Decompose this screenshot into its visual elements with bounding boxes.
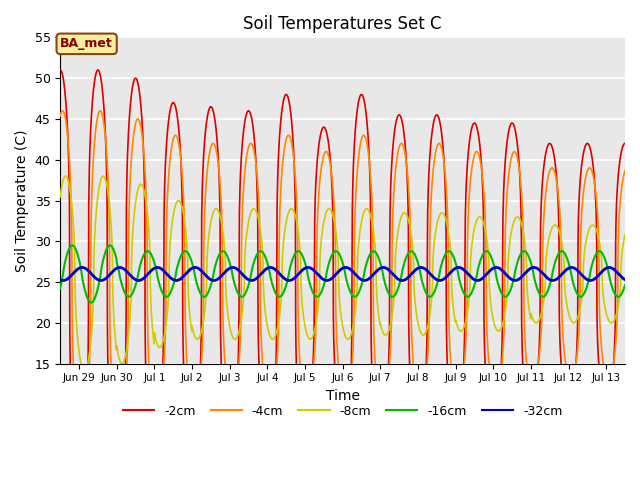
Line: -32cm: -32cm [42,267,625,280]
-4cm [322,149,330,155]
-16cm [621,282,629,288]
-32cm [322,277,330,283]
Line: -8cm: -8cm [42,176,625,372]
-2cm [67,400,75,406]
-2cm [322,126,330,132]
Text: BA_met: BA_met [60,37,113,50]
-32cm [621,277,629,283]
-8cm [322,211,330,216]
-16cm [605,270,612,276]
-2cm [621,141,629,146]
-2cm [94,67,102,73]
-8cm [62,173,70,179]
-4cm [40,434,47,440]
-32cm [60,277,67,283]
Y-axis label: Soil Temperature (C): Soil Temperature (C) [15,129,29,272]
-32cm [38,265,45,271]
-8cm [605,317,612,323]
-4cm [605,377,612,383]
-32cm [605,264,612,270]
-32cm [68,272,76,278]
-8cm [498,324,506,330]
-4cm [68,215,76,220]
-32cm [306,265,314,271]
X-axis label: Time: Time [326,389,360,403]
Line: -16cm: -16cm [42,245,625,302]
-4cm [605,377,612,383]
Line: -2cm: -2cm [42,70,625,478]
-8cm [307,336,314,342]
Legend: -2cm, -4cm, -8cm, -16cm, -32cm: -2cm, -4cm, -8cm, -16cm, -32cm [118,400,568,423]
-4cm [307,387,314,393]
-16cm [68,242,76,248]
-16cm [67,243,75,249]
-16cm [87,300,95,305]
-4cm [621,168,629,174]
-32cm [498,267,506,273]
-8cm [621,232,629,238]
-32cm [417,264,425,270]
-8cm [38,349,45,355]
-16cm [38,257,45,263]
-4cm [96,108,104,114]
-16cm [322,275,330,280]
Title: Soil Temperatures Set C: Soil Temperatures Set C [243,15,442,33]
-8cm [605,317,612,323]
-4cm [38,430,45,435]
-16cm [605,268,612,274]
-4cm [498,366,506,372]
-2cm [497,364,505,370]
-32cm [605,264,612,270]
-2cm [306,399,314,405]
-2cm [38,475,45,480]
-2cm [604,399,612,405]
-16cm [307,282,314,288]
-8cm [68,199,76,204]
-2cm [605,399,612,405]
-16cm [498,290,506,296]
Line: -4cm: -4cm [42,111,625,437]
-8cm [81,369,88,375]
